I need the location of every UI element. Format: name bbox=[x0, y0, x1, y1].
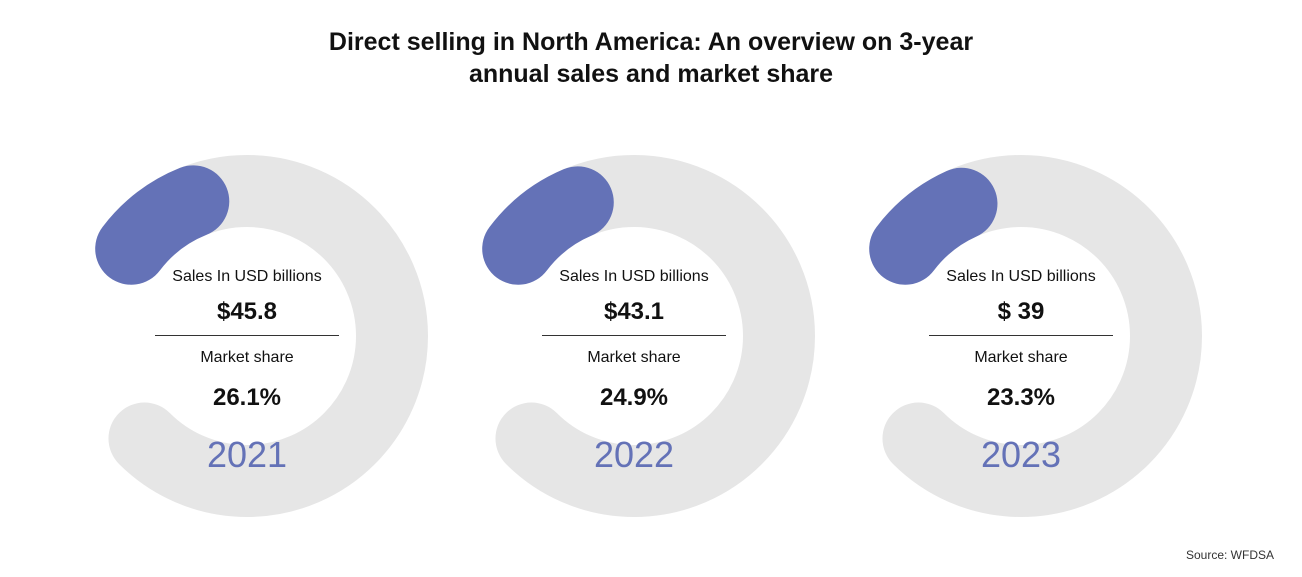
gauge-2023-year: 2023 bbox=[980, 434, 1062, 475]
gauge-2021-sales-label: Sales In USD billions bbox=[172, 268, 322, 285]
gauge-2022-share-label: Market share bbox=[587, 349, 681, 366]
gauge-2022-divider bbox=[542, 335, 726, 336]
gauge-2022-share-value: 24.9% bbox=[599, 384, 669, 411]
gauge-2022-sales-label: Sales In USD billions bbox=[559, 268, 709, 285]
gauge-2022-sales-value: $43.1 bbox=[603, 298, 665, 325]
gauge-2022-year: 2022 bbox=[593, 434, 675, 475]
gauge-2021-share-value: 26.1% bbox=[212, 384, 282, 411]
gauge-2022-share-arc bbox=[482, 166, 614, 285]
gauge-2023-track bbox=[882, 155, 1202, 517]
gauge-2023-sales-label: Sales In USD billions bbox=[946, 268, 1096, 285]
gauge-2021-share-arc bbox=[95, 165, 230, 285]
gauge-2022-track bbox=[495, 155, 815, 517]
source-note: Source: WFDSA bbox=[1185, 548, 1274, 562]
gauge-2023-sales-value: $ 39 bbox=[997, 298, 1045, 325]
gauge-2023-share-label: Market share bbox=[974, 349, 1068, 366]
chart-title: Direct selling in North America: An over… bbox=[0, 26, 1302, 90]
gauge-2021-sales-value: $45.8 bbox=[216, 298, 278, 325]
gauge-2023-share-value: 23.3% bbox=[986, 384, 1056, 411]
chart-title-line-2: annual sales and market share bbox=[468, 60, 834, 88]
gauge-2023-graphic bbox=[869, 155, 1202, 517]
gauge-2021-track bbox=[108, 155, 428, 517]
gauge-2021-divider bbox=[155, 335, 339, 336]
chart-title-line-1: Direct selling in North America: An over… bbox=[328, 28, 974, 56]
gauge-2022-graphic bbox=[482, 155, 815, 517]
gauge-2021-year: 2021 bbox=[206, 434, 288, 475]
gauge-2023-divider bbox=[929, 335, 1113, 336]
gauge-2023: Sales In USD billions $ 39 Market share … bbox=[840, 155, 1202, 517]
gauge-2023-share-arc bbox=[869, 167, 998, 285]
gauge-2021: Sales In USD billions $45.8 Market share… bbox=[66, 155, 428, 517]
gauge-2021-graphic bbox=[95, 155, 428, 517]
gauge-2021-share-label: Market share bbox=[200, 349, 294, 366]
gauge-2022: Sales In USD billions $43.1 Market share… bbox=[453, 155, 815, 517]
